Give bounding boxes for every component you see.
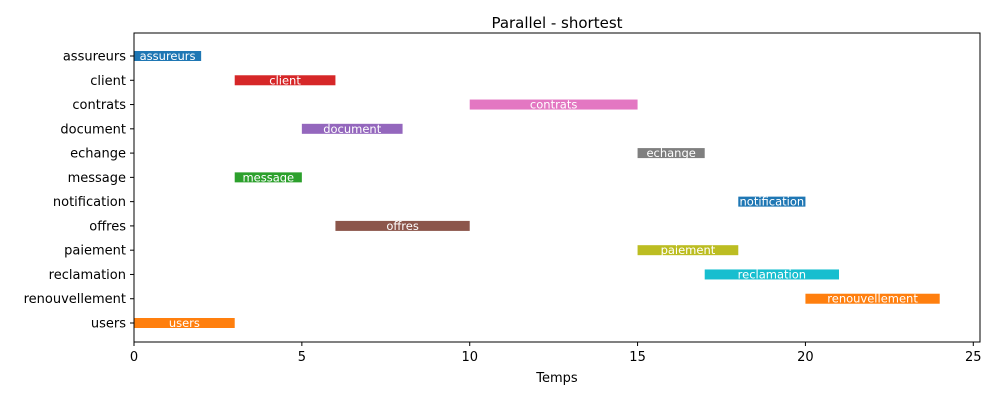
plot-frame [133, 32, 981, 343]
y-tick-label-echange: echange [70, 147, 126, 162]
chart-title: Parallel - shortest [491, 14, 622, 32]
y-tick-label-notification: notification [53, 195, 126, 210]
bar-document [301, 123, 403, 134]
bar-label-assureurs: assureurs [140, 49, 196, 63]
bar-renouvellement [805, 293, 940, 304]
y-tick-label-reclamation: reclamation [49, 268, 126, 283]
bar-client [234, 75, 336, 86]
bar-label-contrats: contrats [530, 98, 577, 112]
bar-label-echange: echange [646, 146, 695, 160]
bar-label-document: document [323, 122, 382, 136]
bar-reclamation [704, 269, 839, 280]
bar-label-offres: offres [386, 219, 419, 233]
bar-label-renouvellement: renouvellement [827, 292, 918, 306]
y-tick-label-client: client [90, 74, 126, 89]
bar-echange [637, 148, 705, 159]
bar-label-client: client [269, 73, 301, 87]
x-tick-label-5: 5 [298, 350, 306, 365]
bar-message [234, 172, 302, 183]
y-tick-label-assureurs: assureurs [63, 50, 126, 65]
bar-label-notification: notification [740, 195, 805, 209]
bar-paiement [637, 245, 739, 256]
y-tick-label-paiement: paiement [64, 244, 126, 259]
bar-label-paiement: paiement [661, 243, 716, 257]
x-tick-label-0: 0 [130, 350, 138, 365]
y-tick-label-message: message [68, 171, 126, 186]
y-tick-label-renouvellement: renouvellement [24, 292, 126, 307]
bar-notification [738, 196, 806, 207]
y-tick-label-offres: offres [89, 219, 126, 234]
bar-label-message: message [242, 170, 294, 184]
x-tick-label-20: 20 [797, 350, 814, 365]
bar-assureurs [134, 51, 202, 61]
bar-label-users: users [169, 316, 200, 330]
y-tick-label-document: document [60, 122, 126, 137]
x-axis-label: Temps [535, 371, 578, 386]
bar-offres [335, 220, 470, 231]
x-tick-label-10: 10 [461, 350, 478, 365]
bar-label-reclamation: reclamation [738, 267, 806, 281]
x-tick-label-15: 15 [629, 350, 646, 365]
bar-contrats [469, 99, 638, 110]
x-tick-label-25: 25 [965, 350, 982, 365]
bar-users [134, 318, 235, 328]
y-tick-label-contrats: contrats [72, 98, 126, 113]
y-tick-label-users: users [91, 317, 126, 332]
